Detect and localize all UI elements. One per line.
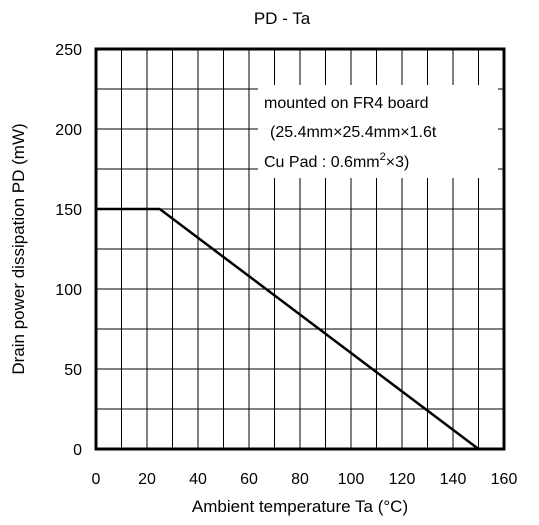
y-axis-label: Drain power dissipation PD (mW)	[9, 123, 28, 374]
x-tick-label: 20	[138, 471, 156, 488]
annotation-line-2: (25.4mm×25.4mm×1.6t	[270, 124, 437, 141]
y-tick-label: 200	[55, 122, 82, 139]
x-tick-labels: 0 20 40 60 80 100 120 140 160	[92, 471, 518, 488]
annotation-line-3-main: Cu Pad : 0.6mm	[264, 154, 380, 171]
x-tick-label: 120	[389, 471, 416, 488]
annotation-line-1: mounted on FR4 board	[264, 95, 429, 112]
annotation-line-3-superscript: 2	[380, 151, 386, 163]
annotation-background	[258, 85, 498, 178]
x-tick-label: 160	[491, 471, 518, 488]
x-tick-label: 80	[291, 471, 309, 488]
chart-title: PD - Ta	[254, 9, 311, 28]
x-tick-label: 100	[338, 471, 365, 488]
annotation-line-3-tail: ×3)	[386, 154, 410, 171]
y-tick-label: 250	[55, 42, 82, 59]
annotation-line-3: Cu Pad : 0.6mm2×3)	[264, 151, 409, 171]
x-tick-label: 40	[189, 471, 207, 488]
annotation-box: mounted on FR4 board (25.4mm×25.4mm×1.6t…	[258, 85, 498, 178]
y-tick-label: 150	[55, 202, 82, 219]
y-tick-label: 100	[55, 282, 82, 299]
series-line	[96, 207, 480, 450]
plot-frame	[94, 47, 506, 451]
series-group	[96, 207, 480, 450]
x-tick-label: 0	[92, 471, 101, 488]
x-axis-label: Ambient temperature Ta (°C)	[192, 497, 408, 516]
x-tick-label: 140	[440, 471, 467, 488]
y-tick-labels: 0 50 100 150 200 250	[55, 42, 82, 459]
y-tick-label: 0	[73, 442, 82, 459]
x-tick-label: 60	[240, 471, 258, 488]
y-tick-label: 50	[64, 362, 82, 379]
